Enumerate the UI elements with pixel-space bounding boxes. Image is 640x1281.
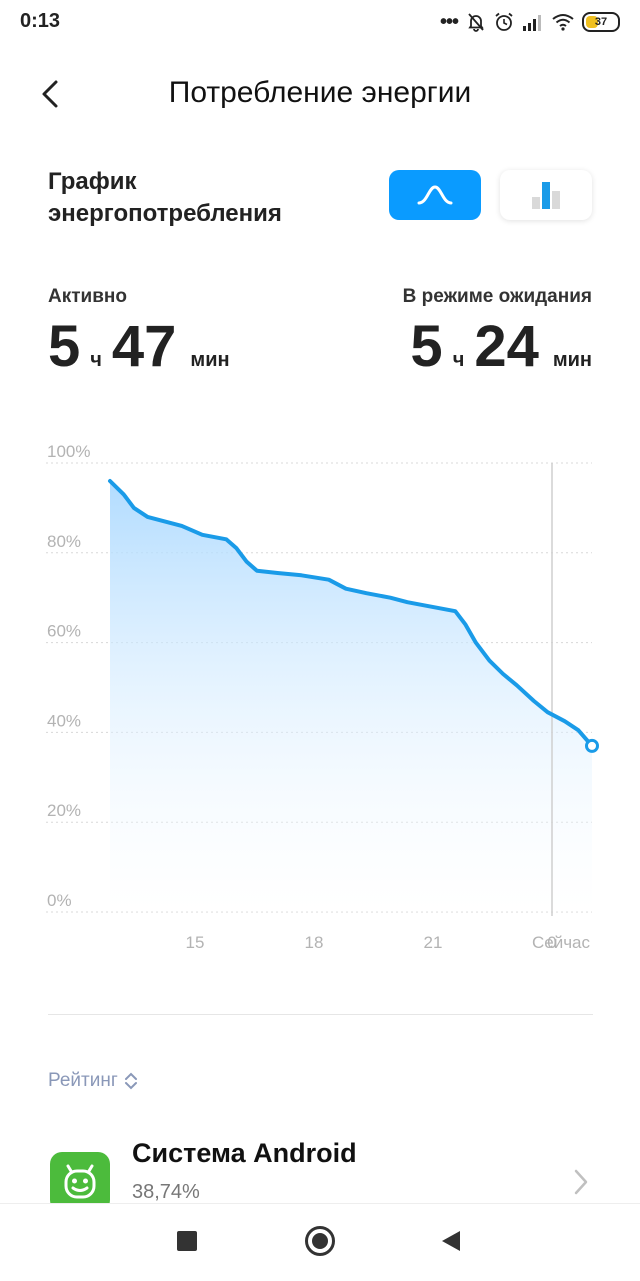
current-level-marker — [585, 738, 599, 753]
app-name: Система Android — [132, 1138, 357, 1168]
active-time: 5 ч 47 мин — [48, 316, 230, 378]
android-app-icon — [50, 1152, 110, 1212]
back-button[interactable] — [30, 74, 70, 114]
standby-minutes: 24 — [474, 314, 539, 379]
standby-time: 5 ч 24 мин — [410, 316, 592, 378]
status-time: 0:13 — [20, 10, 61, 32]
curve-icon — [417, 185, 453, 205]
app-percent: 38,74% — [132, 1181, 200, 1203]
standby-hours: 5 — [410, 314, 443, 379]
status-icons: ••• 37 — [440, 10, 620, 34]
chevron-left-icon — [42, 80, 58, 108]
active-hours: 5 — [48, 314, 81, 379]
active-hours-unit: ч — [90, 349, 102, 371]
rating-label: Рейтинг — [48, 1070, 118, 1091]
rating-sort-button[interactable]: Рейтинг — [48, 1070, 138, 1092]
battery-line — [108, 479, 594, 748]
recents-button[interactable] — [177, 1231, 197, 1251]
x-tick-label: Сейчас — [532, 933, 591, 952]
y-tick-label: 80% — [47, 532, 81, 551]
divider — [48, 1014, 593, 1015]
signal-icon — [523, 15, 541, 31]
battery-area — [110, 481, 592, 912]
curve-view-button[interactable] — [389, 170, 481, 220]
y-tick-label: 60% — [47, 622, 81, 641]
x-tick-label: 18 — [305, 933, 324, 952]
graph-title: График энергопотребления — [48, 166, 348, 230]
active-minutes-unit: мин — [190, 349, 230, 371]
android-icon — [64, 1164, 96, 1199]
chevron-right-icon — [574, 1169, 588, 1195]
graph-title-line2: энергопотребления — [48, 200, 282, 227]
y-tick-label: 100% — [47, 442, 90, 461]
battery-level: 37 — [594, 16, 608, 28]
standby-minutes-unit: мин — [552, 349, 592, 371]
active-label: Активно — [48, 286, 127, 307]
x-tick-label: 0 — [547, 933, 556, 952]
y-tick-label: 0% — [47, 891, 72, 910]
x-tick-label: 15 — [186, 933, 205, 952]
y-tick-label: 40% — [47, 711, 81, 730]
active-minutes: 47 — [111, 314, 177, 379]
back-nav-button[interactable] — [440, 1229, 462, 1253]
sort-icon — [124, 1072, 137, 1090]
battery-icon: 37 — [582, 12, 620, 32]
more-notifications-icon: ••• — [439, 11, 459, 33]
wifi-icon — [552, 14, 574, 31]
alarm-icon — [495, 12, 513, 31]
standby-hours-unit: ч — [452, 349, 465, 371]
bell-off-icon — [468, 13, 484, 32]
bar-chart-icon — [532, 182, 560, 209]
home-button[interactable] — [305, 1226, 335, 1256]
x-tick-label: 21 — [424, 933, 443, 952]
standby-label: В режиме ожидания — [402, 286, 592, 307]
page-title: Потребление энергии — [168, 76, 472, 109]
y-tick-label: 20% — [47, 801, 81, 820]
graph-title-line1: График — [48, 168, 137, 195]
bar-view-button[interactable] — [500, 170, 592, 220]
